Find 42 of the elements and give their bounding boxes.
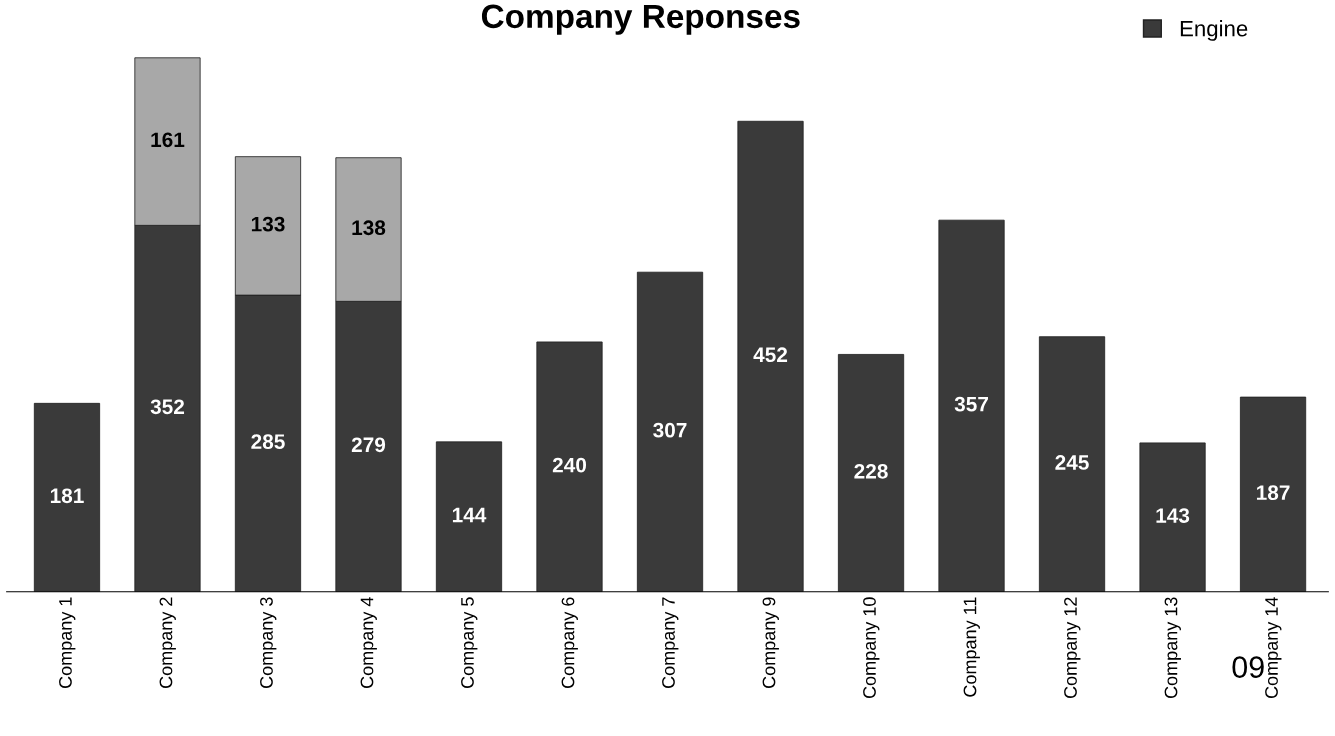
chart-title: Company Reponses	[481, 4, 800, 35]
bar	[536, 341, 603, 592]
x-tick-label: Company 13	[1164, 597, 1181, 699]
x-tick-label: Company 9	[762, 597, 779, 689]
data-label: 144	[452, 507, 487, 523]
x-tick-label: Company 7	[662, 597, 679, 689]
bar	[1239, 396, 1307, 592]
data-label: 352	[150, 399, 185, 415]
legend-label: Engine	[1180, 20, 1248, 41]
data-label: 187	[1256, 485, 1290, 501]
bar	[435, 441, 503, 592]
bar	[636, 271, 704, 592]
data-label: 228	[854, 463, 888, 479]
x-tick-label: Company 10	[863, 597, 880, 699]
bar	[737, 120, 804, 592]
data-label: 452	[753, 347, 788, 363]
data-label: 138	[352, 220, 386, 236]
x-tick-label: Company 14	[1265, 597, 1282, 699]
bar	[837, 354, 905, 592]
x-tick-label: Company 5	[461, 597, 478, 689]
data-label: 279	[351, 437, 386, 453]
data-label: 240	[552, 457, 587, 473]
data-label: 307	[653, 422, 687, 438]
bar	[33, 402, 101, 592]
x-tick-label: Company 12	[1064, 597, 1081, 699]
data-label: 181	[50, 488, 84, 504]
data-label: 133	[251, 216, 285, 232]
data-label: 143	[1156, 508, 1190, 523]
text: 09	[1232, 656, 1264, 678]
x-tick-label: Company 2	[159, 597, 176, 689]
x-tick-label: Company 6	[561, 597, 578, 689]
data-label: 161	[151, 132, 185, 148]
x-tick-label: Company 1	[59, 597, 76, 689]
bar	[1139, 442, 1206, 592]
data-label: 285	[251, 434, 285, 450]
x-tick-label: Company 4	[360, 597, 377, 689]
x-tick-label: Company 11	[963, 597, 980, 697]
x-tick-label: Company 3	[260, 597, 277, 689]
data-label: 245	[1055, 455, 1089, 470]
bar	[938, 219, 1005, 592]
bar	[1038, 336, 1106, 592]
data-label: 357	[954, 396, 988, 412]
